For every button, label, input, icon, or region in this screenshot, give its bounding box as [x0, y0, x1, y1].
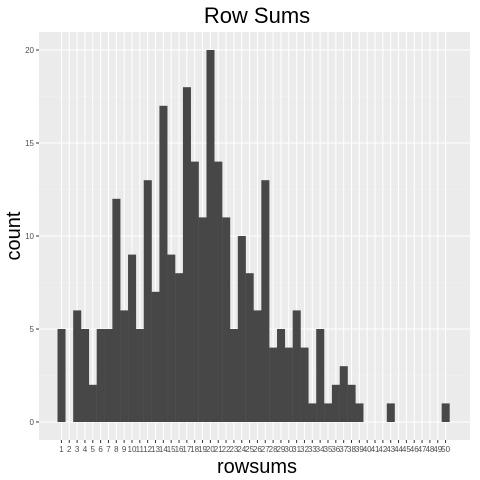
- bar-7: [105, 329, 113, 422]
- bar-8: [112, 199, 120, 422]
- bar-15: [167, 255, 175, 422]
- bar-30: [285, 348, 293, 422]
- bar-35: [324, 403, 332, 422]
- x-tick-label: 50: [441, 445, 450, 454]
- bar-43: [387, 403, 395, 422]
- bar-28: [269, 348, 277, 422]
- bar-17: [183, 87, 191, 422]
- bar-16: [175, 273, 183, 422]
- bar-39: [355, 403, 363, 422]
- bar-31: [293, 310, 301, 422]
- bar-22: [222, 217, 230, 422]
- bar-33: [308, 403, 316, 422]
- y-tick-label: 20: [25, 46, 34, 55]
- bar-10: [128, 255, 136, 422]
- x-tick-label: 4: [83, 445, 88, 454]
- bar-6: [97, 329, 105, 422]
- y-tick-label: 10: [25, 232, 34, 241]
- y-tick-label: 5: [30, 325, 35, 334]
- x-axis-ticks: 1 2 3 4 5 6 7 8 9 10 11 121314151617181920212223242…: [59, 440, 450, 454]
- bar-34: [316, 329, 324, 422]
- y-tick-label: 15: [25, 139, 34, 148]
- bar-50: [442, 403, 450, 422]
- bar-9: [120, 310, 128, 422]
- bar-23: [230, 329, 238, 422]
- bar-29: [277, 329, 285, 422]
- bar-21: [214, 162, 222, 422]
- bar-11: [136, 329, 144, 422]
- x-tick-label: 3: [75, 445, 80, 454]
- x-axis-title: rowsums: [217, 456, 297, 478]
- bar-26: [254, 310, 262, 422]
- bar-37: [340, 366, 348, 422]
- bar-20: [206, 50, 214, 422]
- bar-3: [73, 310, 81, 422]
- y-tick-label: 0: [30, 418, 35, 427]
- bar-19: [199, 217, 207, 422]
- x-tick-label: 5: [91, 445, 96, 454]
- bar-5: [89, 385, 97, 422]
- chart-title: Row Sums: [204, 3, 310, 28]
- y-axis-title: count: [3, 211, 25, 260]
- y-axis-ticks: 0 5 10 15 20: [25, 46, 39, 427]
- bar-1: [58, 329, 66, 422]
- x-tick-label: 2: [67, 445, 72, 454]
- bar-25: [246, 273, 254, 422]
- bar-13: [152, 292, 160, 422]
- bar-14: [159, 106, 167, 422]
- x-tick-label: 6: [98, 445, 103, 454]
- x-tick-label: 1: [59, 445, 64, 454]
- bar-18: [191, 162, 199, 422]
- bar-38: [348, 385, 356, 422]
- bar-24: [238, 236, 246, 422]
- bar-4: [81, 329, 89, 422]
- bar-12: [144, 180, 152, 422]
- x-tick-label: 9: [122, 445, 127, 454]
- bar-36: [332, 385, 340, 422]
- x-tick-label: 8: [114, 445, 119, 454]
- bar-32: [301, 348, 309, 422]
- bar-27: [261, 180, 269, 422]
- x-tick-label: 7: [106, 445, 111, 454]
